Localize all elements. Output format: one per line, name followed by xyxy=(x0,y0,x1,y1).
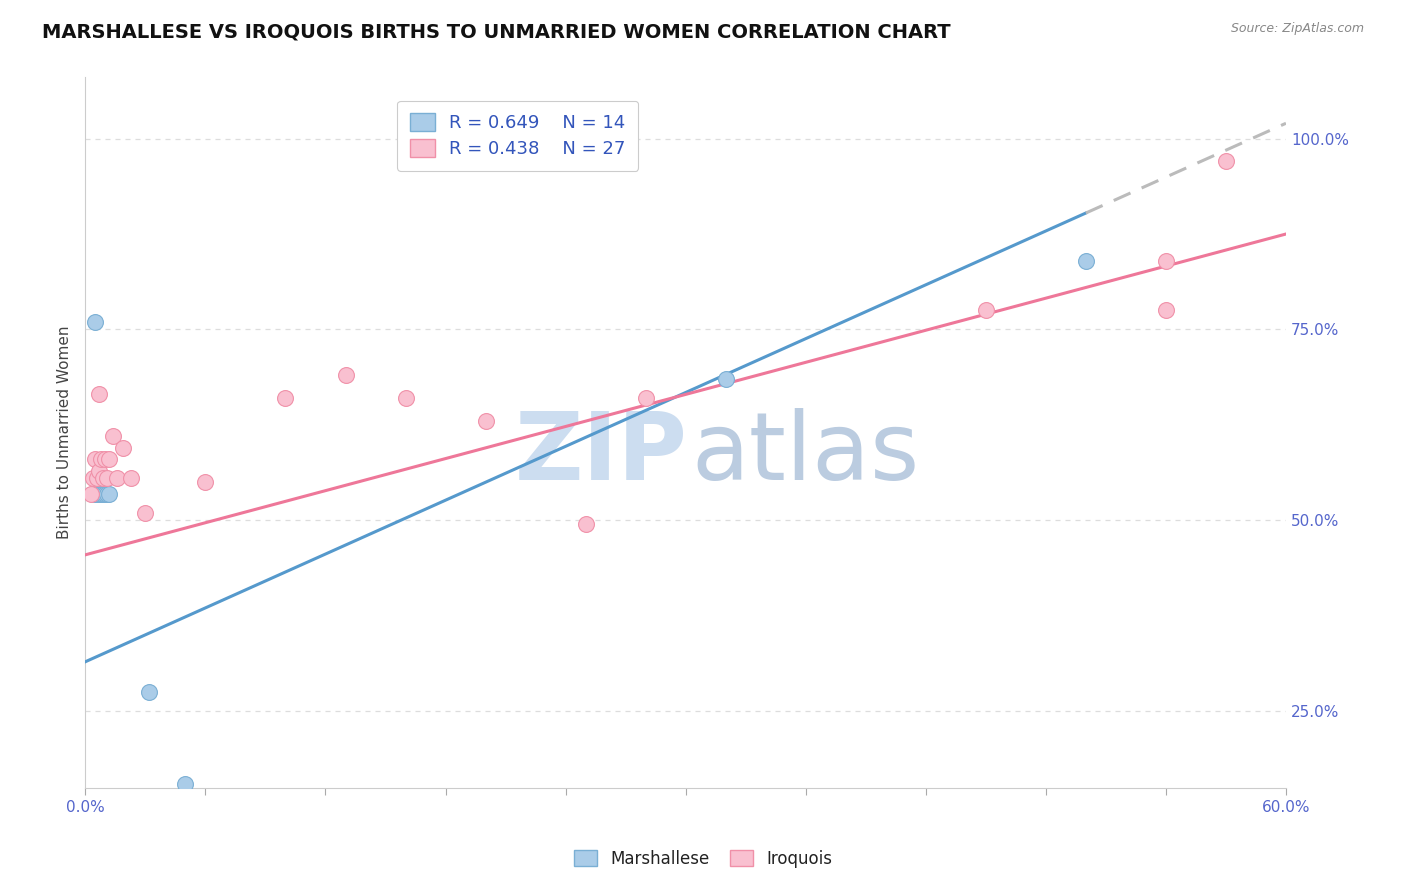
Point xyxy=(1074,253,1097,268)
Point xyxy=(98,486,121,500)
Point xyxy=(94,486,117,500)
Point xyxy=(1154,303,1177,318)
Point xyxy=(194,475,217,490)
Point xyxy=(84,315,107,329)
Point xyxy=(84,452,107,467)
Point xyxy=(575,517,598,532)
Point xyxy=(98,452,121,467)
Y-axis label: Births to Unmarried Women: Births to Unmarried Women xyxy=(58,326,72,540)
Text: MARSHALLESE VS IROQUOIS BIRTHS TO UNMARRIED WOMEN CORRELATION CHART: MARSHALLESE VS IROQUOIS BIRTHS TO UNMARR… xyxy=(42,22,950,41)
Point xyxy=(174,777,197,791)
Point xyxy=(89,464,111,478)
Point xyxy=(86,471,108,485)
Point xyxy=(96,471,118,485)
Point xyxy=(974,303,997,318)
Point xyxy=(80,486,103,500)
Point xyxy=(84,486,107,500)
Point xyxy=(274,391,297,405)
Point xyxy=(138,685,160,699)
Point xyxy=(93,471,115,485)
Point xyxy=(335,368,357,383)
Point xyxy=(1154,253,1177,268)
Point xyxy=(394,391,416,405)
Point xyxy=(105,471,128,485)
Point xyxy=(82,486,104,500)
Point xyxy=(714,372,737,386)
Point xyxy=(474,414,496,428)
Text: ZIP: ZIP xyxy=(515,408,688,500)
Point xyxy=(134,506,156,520)
Point xyxy=(103,429,125,443)
Point xyxy=(82,471,104,485)
Point xyxy=(1215,154,1237,169)
Text: Source: ZipAtlas.com: Source: ZipAtlas.com xyxy=(1230,22,1364,36)
Point xyxy=(96,486,118,500)
Point xyxy=(93,486,115,500)
Point xyxy=(90,486,112,500)
Legend: Marshallese, Iroquois: Marshallese, Iroquois xyxy=(567,844,839,875)
Point xyxy=(112,441,135,455)
Point xyxy=(90,452,112,467)
Point xyxy=(89,387,111,401)
Point xyxy=(120,471,142,485)
Point xyxy=(89,486,111,500)
Point xyxy=(634,391,657,405)
Legend: R = 0.649    N = 14, R = 0.438    N = 27: R = 0.649 N = 14, R = 0.438 N = 27 xyxy=(396,101,638,170)
Point xyxy=(94,452,117,467)
Point xyxy=(86,486,108,500)
Text: atlas: atlas xyxy=(692,408,920,500)
